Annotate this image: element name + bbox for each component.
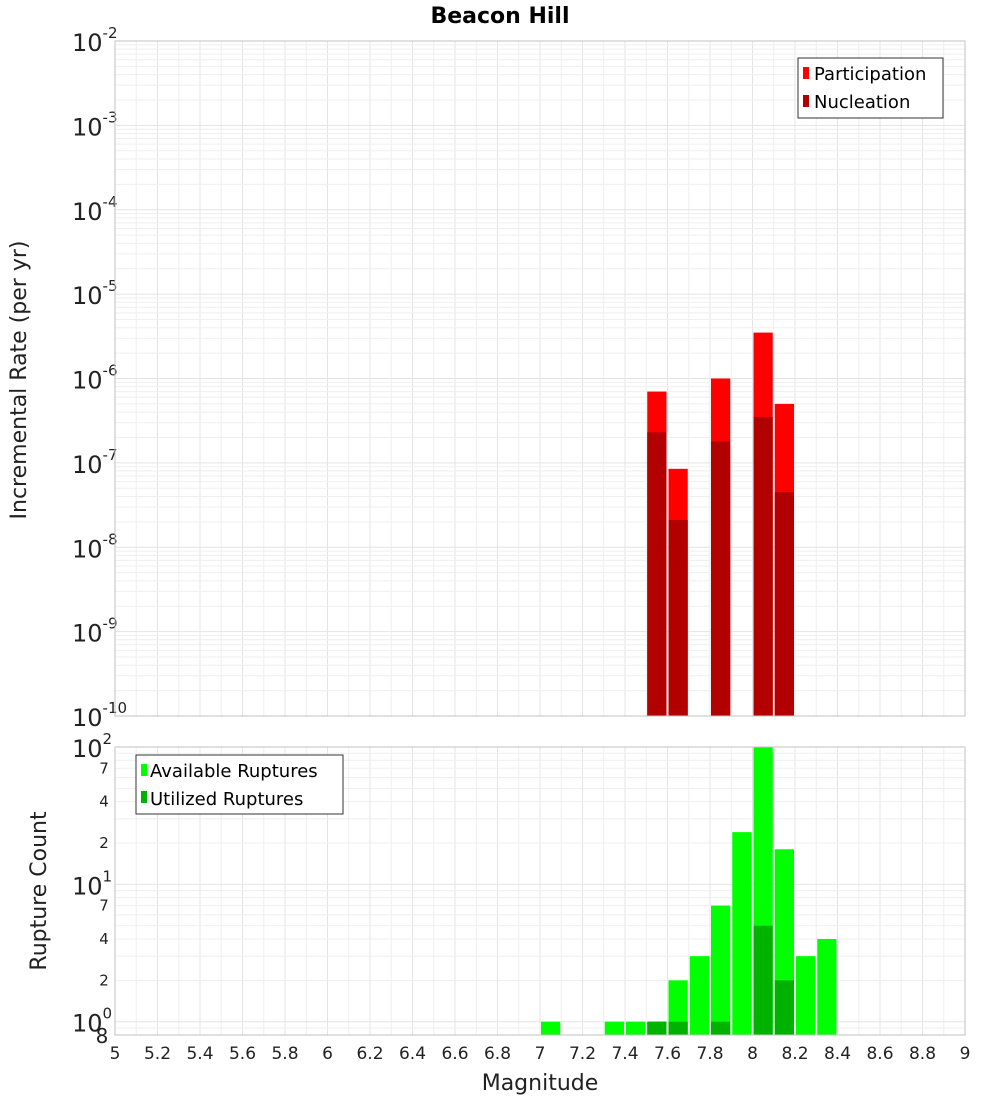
x-tick-label: 7.8	[696, 1044, 723, 1064]
count-y-minor-tick-label: 2	[99, 971, 109, 989]
legend-label-utilized: Utilized Ruptures	[150, 789, 303, 810]
legend-label-available: Available Ruptures	[150, 761, 318, 782]
x-axis-label: Magnitude	[482, 1071, 599, 1096]
x-tick-label: 6.2	[356, 1044, 383, 1064]
rate-y-axis-label: Incremental Rate (per yr)	[7, 241, 32, 520]
x-tick-label: 6.8	[484, 1044, 511, 1064]
rate-y-tick-label: 10-2	[72, 24, 118, 57]
count-bar-a	[732, 832, 752, 1035]
rate-y-tick-label: 10-5	[72, 277, 118, 310]
x-tick-label: 8.4	[824, 1044, 851, 1064]
rate-y-tick-label: 10-4	[72, 193, 118, 226]
x-tick-label: 8.6	[866, 1044, 893, 1064]
x-tick-label: 5.2	[144, 1044, 171, 1064]
rate-legend: Participation Nucleation	[797, 57, 944, 119]
legend-swatch-participation	[803, 67, 809, 79]
legend-swatch-utilized	[141, 791, 147, 803]
x-tick-label: 7.2	[569, 1044, 596, 1064]
x-tick-label: 6.6	[441, 1044, 468, 1064]
rate-bar-b	[774, 492, 794, 716]
count-bar-a	[711, 905, 731, 1035]
count-bar-b	[647, 1021, 667, 1035]
count-plot-bars	[541, 747, 837, 1035]
count-y-minor-tick-label: 7	[99, 897, 109, 915]
count-legend: Available Ruptures Utilized Ruptures	[135, 754, 344, 815]
count-bar-b	[668, 1021, 688, 1035]
count-bar-a	[668, 980, 688, 1035]
legend-swatch-available	[141, 764, 147, 776]
count-y-minor-tick-label: 7	[99, 759, 109, 777]
rate-bar-b	[668, 520, 688, 716]
x-tick-label: 5.8	[271, 1044, 298, 1064]
rate-bar-b	[647, 432, 667, 716]
x-tick-label: 5.4	[186, 1044, 213, 1064]
rate-y-tick-label: 10-8	[72, 530, 118, 563]
count-plot-y-ticks: 102 101 100 7 4 2 7 4 2 8	[72, 730, 112, 1048]
x-tick-label: 8.2	[781, 1044, 808, 1064]
count-y-tick-label: 101	[72, 867, 112, 900]
count-bar-b	[711, 1021, 731, 1035]
chart-title: Beacon Hill	[430, 4, 569, 29]
x-tick-label: 7.4	[611, 1044, 638, 1064]
x-tick-label: 5.6	[229, 1044, 256, 1064]
count-y-minor-tick-label: 2	[99, 834, 109, 852]
count-bar-a	[817, 939, 837, 1035]
count-bar-a	[796, 956, 816, 1035]
x-axis-ticks: 5 5.2 5.4 5.6 5.8 6 6.2 6.4 6.6 6.8 7 7.2 7.4 7.6 7.8 8…	[110, 1044, 971, 1064]
x-tick-label: 7	[535, 1044, 546, 1064]
x-tick-label: 5	[110, 1044, 121, 1064]
count-y-tick-label: 100	[72, 1005, 112, 1038]
count-y-tick-label: 102	[72, 730, 112, 763]
legend-swatch-nucleation	[803, 95, 809, 107]
count-y-minor-tick-label: 4	[99, 793, 109, 811]
count-bar-b	[774, 980, 794, 1035]
count-y-minor-tick-label: 8	[96, 1024, 109, 1048]
rate-bar-b	[753, 416, 773, 716]
x-tick-label: 9	[960, 1044, 971, 1064]
rate-plot-grid	[114, 41, 966, 717]
rate-y-tick-label: 10-7	[72, 446, 118, 479]
count-bar-a	[541, 1021, 561, 1035]
x-tick-label: 8	[747, 1044, 758, 1064]
x-tick-label: 6.4	[399, 1044, 426, 1064]
count-bar-a	[689, 956, 709, 1035]
count-bar-a	[626, 1021, 646, 1035]
x-tick-label: 7.6	[654, 1044, 681, 1064]
rate-plot-bars	[647, 332, 794, 716]
rate-plot-y-ticks: 10-210-310-410-510-610-710-810-910-10	[72, 24, 127, 732]
count-y-axis-label: Rupture Count	[27, 811, 52, 971]
legend-label-nucleation: Nucleation	[814, 92, 910, 113]
count-bar-b	[753, 925, 773, 1035]
count-bar-a	[604, 1021, 624, 1035]
rate-y-tick-label: 10-9	[72, 615, 118, 648]
x-tick-label: 8.8	[909, 1044, 936, 1064]
rate-y-tick-label: 10-6	[72, 362, 118, 395]
x-tick-label: 6	[322, 1044, 333, 1064]
rate-y-tick-label: 10-3	[72, 108, 118, 141]
rate-bar-b	[711, 441, 731, 716]
count-y-minor-tick-label: 4	[99, 930, 109, 948]
legend-label-participation: Participation	[814, 64, 926, 85]
